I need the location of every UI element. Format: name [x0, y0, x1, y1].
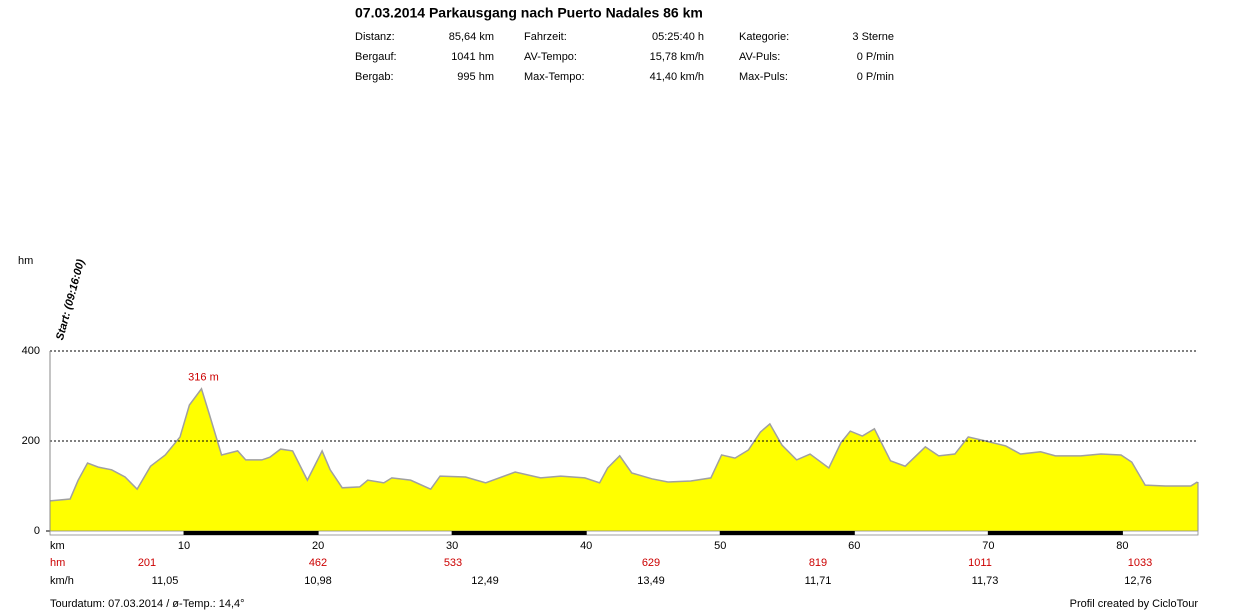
- stat-value: 0 P/min: [857, 71, 894, 83]
- peak-label: 316 m: [188, 372, 219, 384]
- stat-label: Kategorie:: [739, 31, 789, 43]
- hm-value: 533: [444, 557, 462, 569]
- x-tick-label: 40: [580, 540, 592, 552]
- stat-label: Bergab:: [355, 71, 394, 83]
- kmh-value: 11,71: [805, 575, 832, 587]
- x-tick-label: 10: [178, 540, 190, 552]
- kmh-value: 13,49: [637, 575, 665, 587]
- segment-stripe: [184, 531, 319, 535]
- stat-value: 0 P/min: [857, 51, 894, 63]
- stat-label: Max-Tempo:: [524, 71, 585, 83]
- x-axis-label: km: [50, 540, 65, 552]
- x-tick-label: 20: [312, 540, 324, 552]
- stat-value: 995 hm: [457, 71, 494, 83]
- elevation-line: [49, 387, 1198, 502]
- footer-left: Tourdatum: 07.03.2014 / ø-Temp.: 14,4°: [50, 598, 245, 610]
- x-axis-band: [49, 530, 1199, 536]
- segment-stripe: [988, 531, 1123, 535]
- x-tick-label: 50: [714, 540, 726, 552]
- segment-stripe: [720, 531, 855, 535]
- stat-value: 85,64 km: [449, 31, 494, 43]
- segment-stripe: [452, 531, 587, 535]
- stat-value: 3 Sterne: [852, 31, 894, 43]
- row-label: hm: [50, 557, 65, 569]
- kmh-value: 11,05: [152, 575, 179, 587]
- stat-label: AV-Puls:: [739, 51, 780, 63]
- hm-value: 629: [642, 557, 660, 569]
- hm-value: 462: [309, 557, 327, 569]
- y-tick-label: 200: [22, 435, 40, 447]
- stat-label: AV-Tempo:: [524, 51, 577, 63]
- stat-label: Max-Puls:: [739, 71, 788, 83]
- y-tick-label: 400: [22, 345, 40, 357]
- kmh-value: 12,49: [471, 575, 499, 587]
- x-tick-label: 60: [848, 540, 860, 552]
- elevation-area: [50, 388, 1198, 531]
- kmh-value: 11,73: [972, 575, 999, 587]
- x-tick-label: 70: [982, 540, 994, 552]
- hm-value: 1011: [968, 557, 992, 569]
- y-axis-label: hm: [18, 255, 33, 267]
- stat-label: Distanz:: [355, 31, 395, 43]
- chart-title: 07.03.2014 Parkausgang nach Puerto Nadal…: [355, 5, 703, 21]
- x-tick-label: 80: [1116, 540, 1128, 552]
- stat-value: 05:25:40 h: [652, 31, 704, 43]
- stat-label: Bergauf:: [355, 51, 397, 63]
- x-tick-label: 30: [446, 540, 458, 552]
- kmh-value: 10,98: [304, 575, 332, 587]
- stat-value: 15,78 km/h: [650, 51, 704, 63]
- hm-value: 201: [138, 557, 156, 569]
- hm-value: 819: [809, 557, 827, 569]
- kmh-value: 12,76: [1124, 575, 1152, 587]
- y-tick-label: 0: [34, 525, 40, 537]
- stat-label: Fahrzeit:: [524, 31, 567, 43]
- footer-right: Profil created by CicloTour: [1070, 598, 1199, 610]
- row-label: km/h: [50, 575, 74, 587]
- stat-value: 41,40 km/h: [650, 71, 704, 83]
- hm-value: 1033: [1128, 557, 1152, 569]
- start-label: Start: (09:16:00): [54, 258, 87, 342]
- stat-value: 1041 hm: [451, 51, 494, 63]
